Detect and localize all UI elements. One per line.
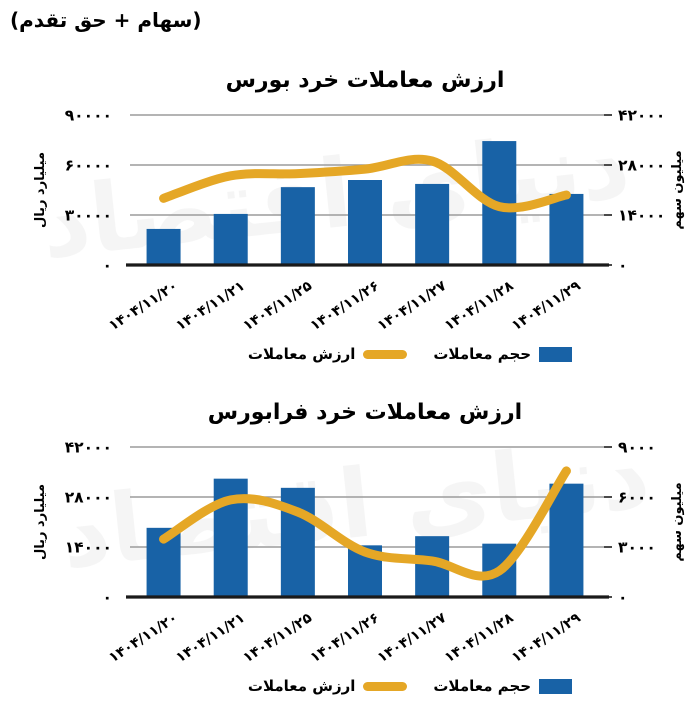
volume-bar [348,180,382,265]
date-label: ۱۴۰۴/۱۱/۲۷ [375,278,450,334]
farabourse-chart-title: ارزش معاملات خرد فرابورس [207,400,523,425]
left-tick-label: ۴۲۰۰۰ [65,439,112,457]
left-tick-label: ۰ [103,257,112,275]
date-label: ۱۴۰۴/۱۱/۲۸ [442,610,517,666]
right-tick-label: ۲۸۰۰۰ [618,157,665,175]
legend-item-volume: حجم معاملات [433,345,573,363]
legend-line-label: ارزش معاملات [247,345,356,363]
left-axis-title: میلیارد ریال [33,484,48,560]
date-label: ۱۴۰۴/۱۱/۲۵ [240,278,315,334]
right-tick-label: ۴۲۰۰۰ [618,107,665,125]
volume-bar [549,483,584,597]
bourse-chart-plot: ۹۰۰۰۰ ۴۲۰۰۰ ۶۰۰۰۰ ۲۸۰۰۰ ۳۰۰۰۰ ۱۴۰۰۰ ۰ ۰ ۱۴۰۴/۱۱/… [33,107,685,335]
legend-item-value: ارزش معاملات [247,345,408,363]
left-tick-label: ۳۰۰۰۰ [65,207,112,225]
bourse-legend: ارزش معاملات حجم معاملات [60,345,700,363]
legend-bar-label: حجم معاملات [433,677,532,695]
right-tick-label: ۱۴۰۰۰ [618,207,665,225]
date-label: ۱۴۰۴/۱۱/۲۶ [308,610,383,666]
right-axis-title: میلیون سهم [670,150,685,229]
date-label: ۱۴۰۴/۱۱/۲۹ [509,278,584,334]
volume-bar [213,213,248,265]
right-tick-label: ۰ [618,257,627,275]
left-tick-label: ۲۸۰۰۰ [65,489,112,507]
right-axis-title: میلیون سهم [670,482,685,561]
bourse-chart-section: ارزش معاملات خرد بورس ۹۰۰۰۰ ۴۲۰۰۰ ۶۰۰۰۰ ۲۸۰… [0,68,700,380]
value-line [159,154,571,213]
left-tick-label: ۹۰۰۰۰ [65,107,112,125]
line-swatch-icon [363,349,408,359]
corner-note: (سهام + حق تقدم) [10,8,202,32]
farabourse-legend: ارزش معاملات حجم معاملات [60,677,700,695]
date-label: ۱۴۰۴/۱۱/۲۷ [375,610,450,666]
volume-bar [146,228,181,265]
date-label: ۱۴۰۴/۱۱/۲۰ [106,610,181,666]
volume-bar [280,187,315,265]
left-tick-label: ۰ [103,589,112,607]
date-label: ۱۴۰۴/۱۱/۲۱ [173,278,248,334]
volume-bar [549,193,584,265]
legend-bar-label: حجم معاملات [433,345,532,363]
date-label: ۱۴۰۴/۱۱/۲۰ [106,278,181,334]
date-label: ۱۴۰۴/۱۱/۲۹ [509,610,584,666]
left-axis-title: میلیارد ریال [33,152,48,228]
left-tick-label: ۶۰۰۰۰ [65,157,112,175]
legend-line-label: ارزش معاملات [247,677,356,695]
bar-swatch-icon [539,346,573,362]
legend-item-value: ارزش معاملات [247,677,408,695]
date-label: ۱۴۰۴/۱۱/۲۵ [240,610,315,666]
date-label: ۱۴۰۴/۱۱/۲۶ [308,278,383,334]
bourse-chart-title: ارزش معاملات خرد بورس [225,68,505,93]
line-swatch-icon [363,681,408,691]
volume-bar [415,183,450,265]
value-line [159,466,571,581]
legend-item-volume: حجم معاملات [433,677,573,695]
date-label: ۱۴۰۴/۱۱/۲۸ [442,278,517,334]
bar-swatch-icon [539,678,573,694]
right-tick-label: ۳۰۰۰ [618,539,656,557]
date-label: ۱۴۰۴/۱۱/۲۱ [173,610,248,666]
left-tick-label: ۱۴۰۰۰ [65,539,112,557]
right-tick-label: ۹۰۰۰ [618,439,656,457]
right-tick-label: ۰ [618,589,627,607]
right-tick-label: ۶۰۰۰ [618,489,656,507]
farabourse-chart-section: ارزش معاملات خرد فرابورس ۴۲۰۰۰ ۹۰۰۰ ۲۸۰۰۰ ۶… [0,400,700,711]
